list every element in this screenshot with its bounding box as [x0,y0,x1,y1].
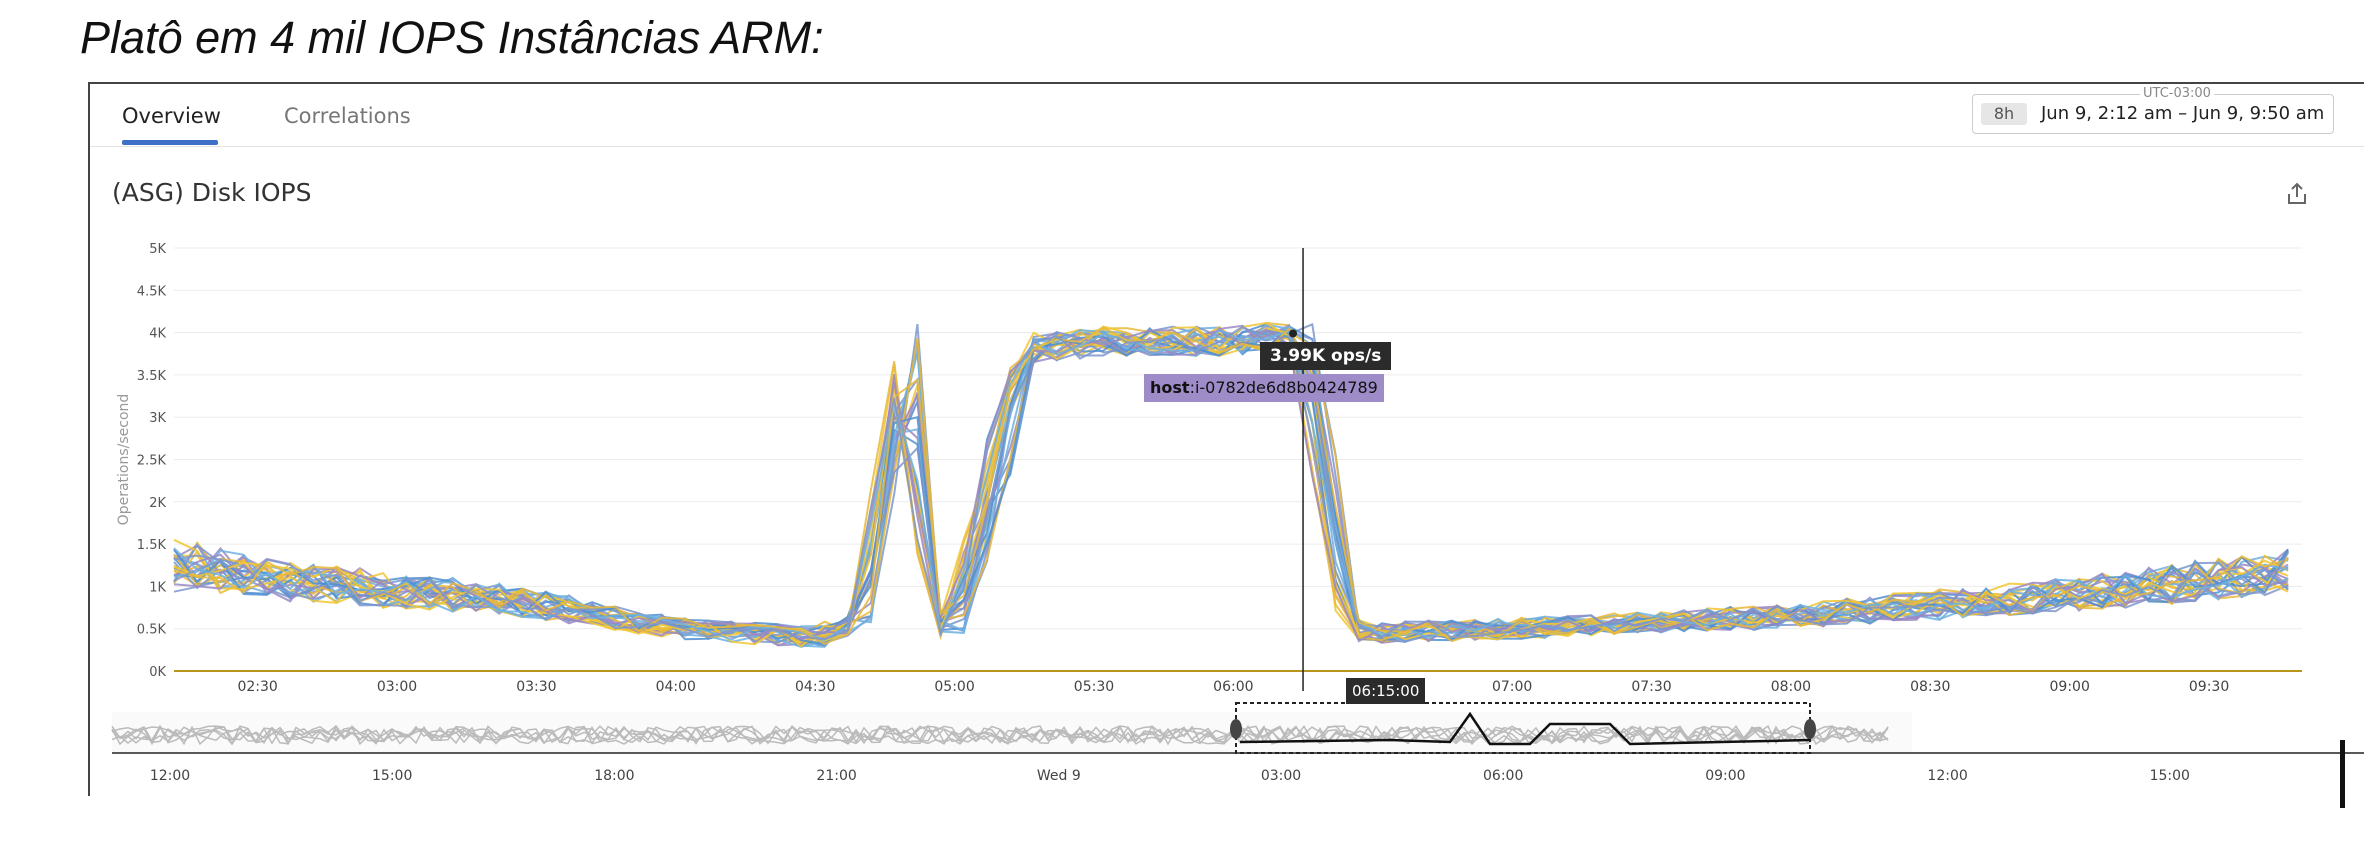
tab-overview[interactable]: Overview [122,104,221,128]
tooltip-host: host:i-0782de6d8b0424789 [1144,374,1384,402]
time-range-text: Jun 9, 2:12 am – Jun 9, 9:50 am [2041,103,2325,124]
y-tick-label: 0K [149,665,166,680]
overview-x-tick-label: 03:00 [1261,768,1301,784]
overview-x-tick-label: 15:00 [2150,768,2190,784]
crosshair-time-label: 06:15:00 [1346,678,1426,704]
y-tick-label: 4.5K [137,284,167,299]
y-tick-label: 2.5K [137,454,167,469]
overview-line [111,724,1889,746]
x-tick-label: 04:30 [795,679,835,695]
overview-x-tick-label: 06:00 [1483,768,1523,784]
x-tick-label: 02:30 [237,679,277,695]
overview-x-tick-label: 18:00 [594,768,634,784]
y-tick-label: 5K [149,242,166,257]
overview-line [111,724,1889,746]
hovered-point [1289,329,1298,338]
y-tick-label: 3.5K [137,369,167,384]
overview-line [111,724,1889,746]
x-tick-label: 08:00 [1771,679,1811,695]
x-tick-label: 09:30 [2189,679,2229,695]
x-tick-label: 05:00 [934,679,974,695]
text-cursor-bar [2340,740,2345,808]
overview-x-tick-label: 15:00 [372,768,412,784]
share-export-icon[interactable] [2286,182,2308,206]
overview-x-tick-label: Wed 9 [1037,768,1081,784]
y-tick-label: 1.5K [137,538,167,553]
x-tick-label: 05:30 [1074,679,1114,695]
tab-correlations[interactable]: Correlations [284,104,411,128]
active-tab-indicator [122,140,218,145]
overview-selected-line [1239,711,1811,746]
overview-handle-right [1804,719,1816,739]
iops-line-chart[interactable]: 0K 0.5K 1K 1.5K 2K 2.5K 3K 3.5K 4K 4.5K 5K Operatio… [90,84,2364,796]
page-heading: Platô em 4 mil IOPS Instâncias ARM: [80,12,824,63]
overview-x-tick-label: 12:00 [1927,768,1967,784]
metric-panel: Overview Correlations 8h Jun 9, 2:12 am … [88,82,2364,796]
tab-bar: Overview Correlations 8h Jun 9, 2:12 am … [90,84,2364,147]
series-line [173,325,2289,641]
duration-chip[interactable]: 8h [1981,103,2027,125]
overview-handle-left [1230,719,1242,739]
overview-x-tick-label: 21:00 [816,768,856,784]
x-tick-label: 09:00 [2050,679,2090,695]
tooltip-host-value: :i-0782de6d8b0424789 [1189,378,1378,397]
y-axis-label: Operations/second [116,394,132,526]
x-tick-label: 07:00 [1492,679,1532,695]
x-tick-label: 03:00 [377,679,417,695]
x-tick-label: 08:30 [1910,679,1950,695]
overview-x-tick-label: 12:00 [150,768,190,784]
y-tick-label: 4K [149,327,166,342]
widget-title: (ASG) Disk IOPS [112,178,312,207]
x-tick-label: 04:00 [656,679,696,695]
x-tick-label: 07:30 [1631,679,1671,695]
time-range-picker[interactable]: 8h Jun 9, 2:12 am – Jun 9, 9:50 am [1972,94,2334,134]
timezone-label: UTC-03:00 [2140,86,2214,101]
y-tick-label: 3K [149,411,166,426]
overview-x-tick-label: 09:00 [1705,768,1745,784]
y-tick-label: 2K [149,496,166,511]
x-tick-label: 03:30 [516,679,556,695]
y-tick-label: 1K [149,580,166,595]
y-tick-label: 0.5K [137,623,167,638]
tooltip-host-key: host [1150,378,1190,397]
tooltip-value: 3.99K ops/s [1260,342,1392,370]
series-line [173,328,2289,643]
x-tick-label: 06:00 [1213,679,1253,695]
